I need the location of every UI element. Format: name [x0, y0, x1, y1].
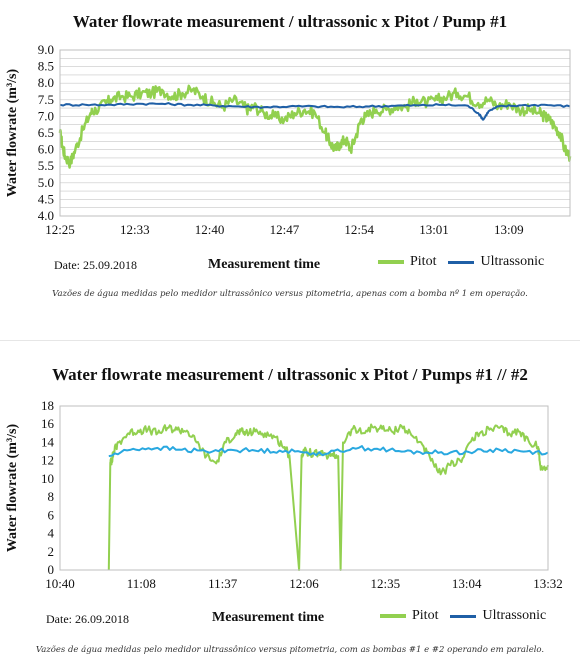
chart-1-ylabel: Water flowrate (m³/s) [5, 68, 20, 197]
chart-2-ylabel: Water flowrate (m³/s) [5, 423, 20, 552]
y-tick-label: 8.0 [38, 75, 54, 90]
x-tick-label: 11:08 [127, 576, 156, 591]
chart-2-date: Date: 26.09.2018 [46, 612, 129, 626]
legend-label-ultrassonic: Ultrassonic [482, 608, 547, 623]
x-tick-label: 13:32 [533, 576, 563, 591]
y-tick-label: 0 [48, 562, 55, 577]
legend-label-ultrassonic: Ultrassonic [480, 254, 545, 269]
chart-1-series [58, 84, 572, 169]
chart-2-caption: Vazões de água medidas pelo medidor ultr… [35, 645, 545, 655]
y-tick-label: 6.0 [38, 142, 54, 157]
chart-1-caption: Vazões de água medidas pelo medidor ultr… [52, 289, 528, 299]
x-tick-label: 13:04 [452, 576, 482, 591]
y-tick-label: 4.5 [38, 191, 54, 206]
series-line-ultrassonic [108, 445, 549, 458]
series-line-pitot [58, 84, 572, 169]
legend-swatch-pitot [378, 260, 404, 264]
y-tick-label: 5.0 [38, 175, 54, 190]
y-tick-label: 9.0 [38, 42, 54, 57]
legend-item-pitot: Pitot [380, 608, 438, 624]
legend-item-ultrassonic: Ultrassonic [450, 608, 546, 624]
chart-panel-2: Water flowrate measurement / ultrassonic… [0, 355, 580, 665]
chart-1-frame [59, 49, 571, 217]
legend-swatch-ultrassonic [448, 260, 475, 264]
x-tick-label: 12:33 [120, 222, 150, 237]
chart-1-xlabel: Measurement time [208, 257, 321, 272]
chart-1-grid [60, 49, 570, 217]
y-tick-label: 7.0 [38, 108, 54, 123]
y-tick-label: 12 [41, 453, 54, 468]
chart-2-xticks: 10:40 11:08 11:37 12:06 12:35 13:04 13:32 [45, 576, 563, 591]
chart-1-legend: Pitot Ultrassonic [378, 254, 556, 270]
legend-swatch-ultrassonic [450, 614, 477, 618]
legend-item-pitot: Pitot [378, 254, 436, 270]
y-tick-label: 7.5 [38, 92, 54, 107]
x-tick-label: 12:06 [289, 576, 319, 591]
y-tick-label: 8.5 [38, 59, 54, 74]
chart-2-series [107, 423, 549, 571]
chart-2-legend: Pitot Ultrassonic [380, 608, 558, 624]
x-tick-label: 13:01 [419, 222, 449, 237]
series-line-ultrassonic [59, 102, 571, 121]
y-tick-label: 6.5 [38, 125, 54, 140]
panel-separator [0, 340, 580, 341]
chart-2-svg: 0 2 4 6 8 10 12 14 16 18 10:40 11:08 11:37 12:06 12:3… [5, 398, 563, 591]
x-tick-label: 12:47 [270, 222, 300, 237]
chart-1-xticks: 12:25 12:33 12:40 12:47 12:54 13:01 13:09 [45, 222, 523, 237]
chart-2-title: Water flowrate measurement / ultrassonic… [52, 365, 528, 384]
y-tick-label: 2 [48, 544, 55, 559]
chart-1-yticks: 4.0 4.55.0 5.56.0 6.5 7.07.5 8.08.5 9.0 [38, 42, 54, 223]
legend-label-pitot: Pitot [412, 608, 439, 623]
y-tick-label: 10 [41, 471, 54, 486]
series-line-pitot [107, 423, 549, 571]
y-tick-label: 18 [41, 398, 54, 413]
y-tick-label: 5.5 [38, 158, 54, 173]
chart-2-frame [59, 405, 549, 571]
chart-1-title: Water flowrate measurement / ultrassonic… [72, 12, 508, 31]
y-tick-label: 4.0 [38, 208, 54, 223]
y-tick-label: 4 [48, 526, 55, 541]
chart-2-yticks: 0 2 4 6 8 10 12 14 16 18 [41, 398, 55, 577]
chart-1-svg: 4.04.55.05.56.06.57.07.58.08.59.0 12:25 1… [5, 42, 572, 237]
x-tick-label: 11:37 [208, 576, 238, 591]
x-tick-label: 12:25 [45, 222, 75, 237]
chart-1-date: Date: 25.09.2018 [54, 258, 137, 272]
legend-swatch-pitot [380, 614, 406, 618]
y-tick-label: 16 [41, 416, 55, 431]
chart-panel-1: Water flowrate measurement / ultrassonic… [0, 0, 580, 305]
legend-item-ultrassonic: Ultrassonic [448, 254, 544, 270]
x-tick-label: 12:54 [344, 222, 374, 237]
x-tick-label: 12:35 [371, 576, 401, 591]
y-tick-label: 14 [41, 434, 55, 449]
y-tick-label: 6 [48, 507, 55, 522]
y-tick-label: 8 [48, 489, 55, 504]
x-tick-label: 13:09 [494, 222, 524, 237]
chart-2-xlabel: Measurement time [212, 610, 325, 625]
x-tick-label: 12:40 [195, 222, 225, 237]
legend-label-pitot: Pitot [410, 254, 437, 269]
x-tick-label: 10:40 [45, 576, 75, 591]
